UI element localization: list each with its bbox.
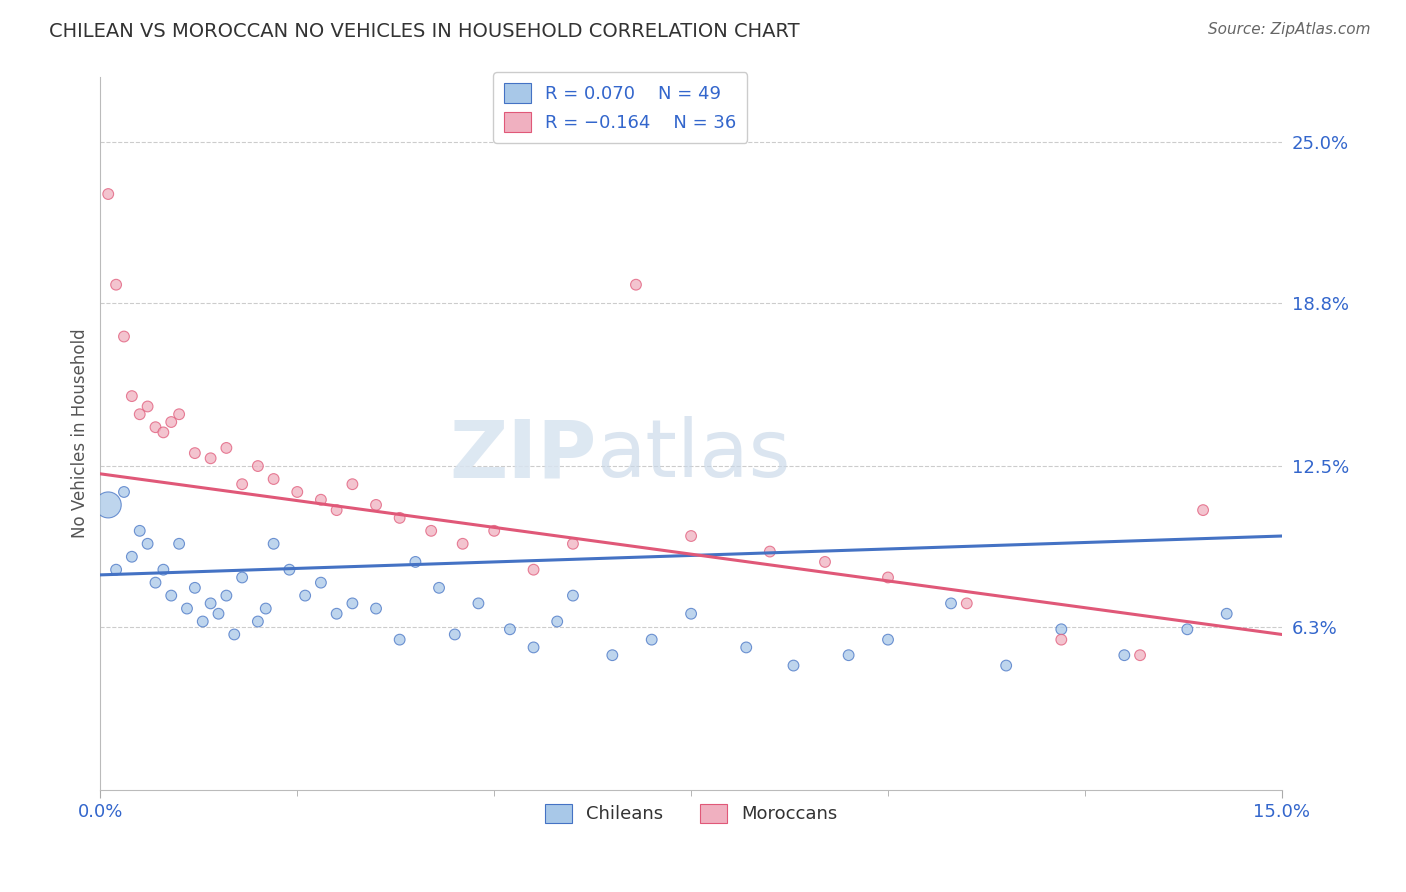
Legend: Chileans, Moroccans: Chileans, Moroccans bbox=[534, 793, 848, 834]
Point bbox=[278, 563, 301, 577]
Point bbox=[294, 589, 316, 603]
Point bbox=[1050, 622, 1073, 636]
Point bbox=[522, 563, 544, 577]
Text: atlas: atlas bbox=[596, 416, 792, 494]
Point bbox=[200, 451, 222, 466]
Point bbox=[404, 555, 426, 569]
Point bbox=[97, 498, 120, 512]
Point bbox=[1129, 648, 1152, 663]
Point bbox=[546, 615, 568, 629]
Point bbox=[215, 589, 238, 603]
Point bbox=[641, 632, 664, 647]
Point bbox=[112, 329, 135, 343]
Point bbox=[325, 503, 347, 517]
Point bbox=[522, 640, 544, 655]
Point bbox=[681, 529, 703, 543]
Point bbox=[145, 575, 167, 590]
Point bbox=[152, 425, 174, 440]
Point bbox=[562, 589, 585, 603]
Point bbox=[814, 555, 837, 569]
Point bbox=[224, 627, 246, 641]
Point bbox=[759, 544, 782, 558]
Text: Source: ZipAtlas.com: Source: ZipAtlas.com bbox=[1208, 22, 1371, 37]
Point bbox=[451, 537, 474, 551]
Point bbox=[184, 581, 207, 595]
Point bbox=[877, 632, 900, 647]
Point bbox=[443, 627, 465, 641]
Point bbox=[939, 596, 962, 610]
Point bbox=[231, 477, 253, 491]
Point bbox=[1175, 622, 1198, 636]
Point bbox=[420, 524, 443, 538]
Point bbox=[128, 524, 150, 538]
Point bbox=[160, 415, 183, 429]
Point bbox=[681, 607, 703, 621]
Y-axis label: No Vehicles in Household: No Vehicles in Household bbox=[72, 329, 89, 539]
Point bbox=[285, 485, 308, 500]
Point bbox=[364, 601, 387, 615]
Point bbox=[624, 277, 647, 292]
Point bbox=[1114, 648, 1136, 663]
Point bbox=[467, 596, 489, 610]
Point bbox=[184, 446, 207, 460]
Point bbox=[342, 477, 364, 491]
Point bbox=[263, 472, 285, 486]
Point bbox=[782, 658, 804, 673]
Point bbox=[167, 537, 190, 551]
Text: CHILEAN VS MOROCCAN NO VEHICLES IN HOUSEHOLD CORRELATION CHART: CHILEAN VS MOROCCAN NO VEHICLES IN HOUSE… bbox=[49, 22, 800, 41]
Point bbox=[191, 615, 214, 629]
Point bbox=[121, 389, 143, 403]
Point bbox=[145, 420, 167, 434]
Point bbox=[231, 570, 253, 584]
Point bbox=[136, 537, 159, 551]
Point bbox=[112, 485, 135, 500]
Point bbox=[956, 596, 979, 610]
Point bbox=[105, 277, 128, 292]
Point bbox=[167, 407, 190, 421]
Point bbox=[602, 648, 624, 663]
Point bbox=[309, 575, 332, 590]
Point bbox=[105, 563, 128, 577]
Point bbox=[562, 537, 585, 551]
Point bbox=[215, 441, 238, 455]
Point bbox=[263, 537, 285, 551]
Point bbox=[388, 511, 411, 525]
Point bbox=[128, 407, 150, 421]
Point bbox=[97, 187, 120, 202]
Point bbox=[121, 549, 143, 564]
Point bbox=[200, 596, 222, 610]
Point bbox=[176, 601, 198, 615]
Point bbox=[499, 622, 522, 636]
Point bbox=[152, 563, 174, 577]
Point bbox=[482, 524, 505, 538]
Text: ZIP: ZIP bbox=[450, 416, 596, 494]
Point bbox=[160, 589, 183, 603]
Point bbox=[427, 581, 450, 595]
Point bbox=[342, 596, 364, 610]
Point bbox=[254, 601, 277, 615]
Point bbox=[309, 492, 332, 507]
Point bbox=[735, 640, 758, 655]
Point bbox=[1192, 503, 1215, 517]
Point bbox=[838, 648, 860, 663]
Point bbox=[207, 607, 229, 621]
Point bbox=[877, 570, 900, 584]
Point bbox=[388, 632, 411, 647]
Point bbox=[995, 658, 1018, 673]
Point bbox=[136, 400, 159, 414]
Point bbox=[1050, 632, 1073, 647]
Point bbox=[364, 498, 387, 512]
Point bbox=[325, 607, 347, 621]
Point bbox=[246, 458, 269, 473]
Point bbox=[246, 615, 269, 629]
Point bbox=[1215, 607, 1237, 621]
